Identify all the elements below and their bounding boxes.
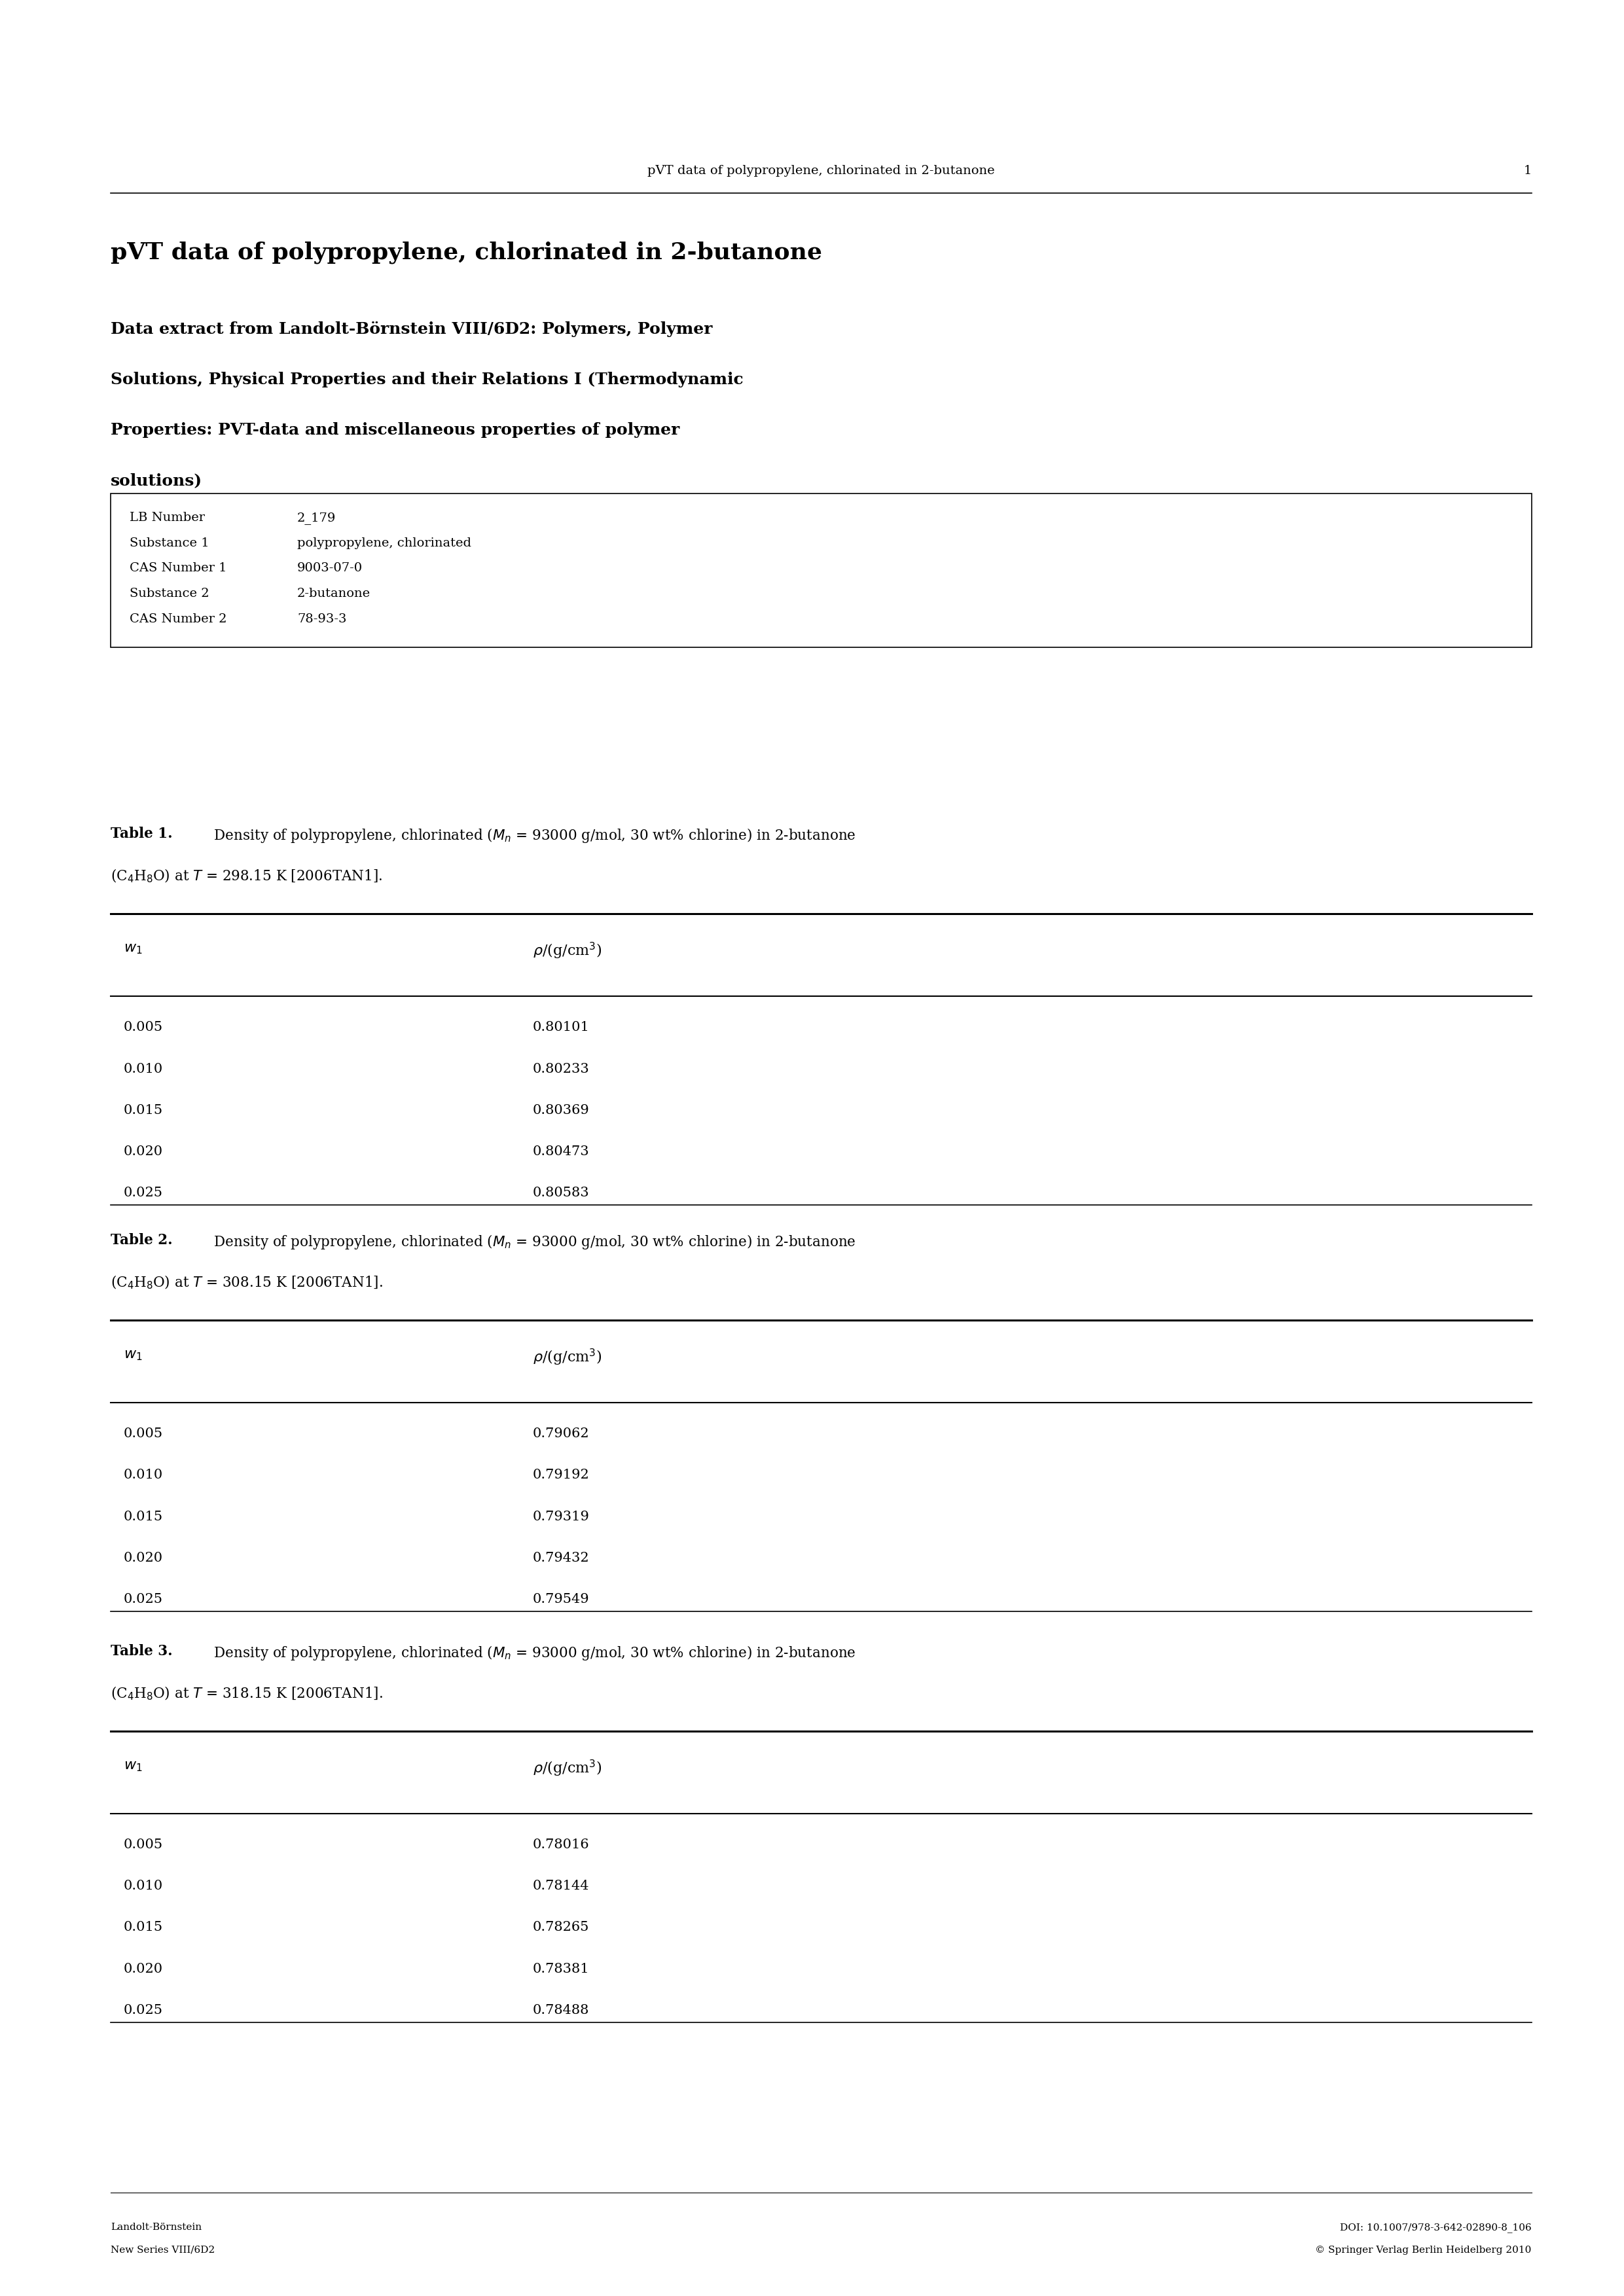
Text: CAS Number 2: CAS Number 2	[130, 613, 227, 625]
Text: Landolt-Börnstein: Landolt-Börnstein	[110, 2223, 201, 2232]
Text: 0.78265: 0.78265	[533, 1922, 590, 1933]
Text: $w_1$: $w_1$	[123, 1348, 143, 1362]
Text: (C$_4$H$_8$O) at $T$ = 308.15 K [2006TAN1].: (C$_4$H$_8$O) at $T$ = 308.15 K [2006TAN…	[110, 1274, 383, 1290]
Text: Properties: PVT-data and miscellaneous properties of polymer: Properties: PVT-data and miscellaneous p…	[110, 422, 679, 439]
Text: 0.78016: 0.78016	[533, 1839, 590, 1851]
Text: 0.79192: 0.79192	[533, 1469, 590, 1481]
Text: 0.025: 0.025	[123, 2004, 162, 2016]
Text: 0.80233: 0.80233	[533, 1063, 590, 1075]
Text: Substance 2: Substance 2	[130, 588, 209, 599]
Text: polypropylene, chlorinated: polypropylene, chlorinated	[297, 537, 471, 549]
Text: 0.010: 0.010	[123, 1469, 162, 1481]
Text: (C$_4$H$_8$O) at $T$ = 318.15 K [2006TAN1].: (C$_4$H$_8$O) at $T$ = 318.15 K [2006TAN…	[110, 1685, 383, 1701]
Text: 0.025: 0.025	[123, 1593, 162, 1605]
Bar	[110, 494, 1531, 647]
Text: 0.80473: 0.80473	[533, 1146, 590, 1157]
Text: Substance 1: Substance 1	[130, 537, 209, 549]
Text: 0.78488: 0.78488	[533, 2004, 590, 2016]
Text: $\rho$/(g/cm$^3$): $\rho$/(g/cm$^3$)	[533, 941, 601, 962]
Text: Solutions, Physical Properties and their Relations I (Thermodynamic: Solutions, Physical Properties and their…	[110, 372, 744, 388]
Text: Data extract from Landolt-Börnstein VIII/6D2: Polymers, Polymer: Data extract from Landolt-Börnstein VIII…	[110, 321, 713, 338]
Text: 0.015: 0.015	[123, 1104, 162, 1116]
Text: 0.005: 0.005	[123, 1839, 162, 1851]
Text: $\rho$/(g/cm$^3$): $\rho$/(g/cm$^3$)	[533, 1759, 601, 1779]
Text: 78-93-3: 78-93-3	[297, 613, 346, 625]
Text: Density of polypropylene, chlorinated ($M_n$ = 93000 g/mol, 30 wt% chlorine) in : Density of polypropylene, chlorinated ($…	[205, 827, 856, 845]
Text: 0.005: 0.005	[123, 1428, 162, 1440]
Text: 0.025: 0.025	[123, 1187, 162, 1199]
Text: New Series VIII/6D2: New Series VIII/6D2	[110, 2245, 214, 2255]
Text: © Springer Verlag Berlin Heidelberg 2010: © Springer Verlag Berlin Heidelberg 2010	[1315, 2245, 1531, 2255]
Text: $w_1$: $w_1$	[123, 941, 143, 955]
Text: Table 3.: Table 3.	[110, 1644, 172, 1658]
Text: 0.78381: 0.78381	[533, 1963, 590, 1975]
Text: Table 2.: Table 2.	[110, 1233, 172, 1247]
Text: pVT data of polypropylene, chlorinated in 2-butanone: pVT data of polypropylene, chlorinated i…	[648, 165, 994, 177]
Text: Table 1.: Table 1.	[110, 827, 172, 840]
Text: 0.79549: 0.79549	[533, 1593, 590, 1605]
Text: 0.79062: 0.79062	[533, 1428, 590, 1440]
Text: 1: 1	[1523, 165, 1531, 177]
Text: 0.020: 0.020	[123, 1963, 162, 1975]
Text: solutions): solutions)	[110, 473, 201, 489]
Text: 0.010: 0.010	[123, 1880, 162, 1892]
Text: $w_1$: $w_1$	[123, 1759, 143, 1773]
Text: 0.80369: 0.80369	[533, 1104, 590, 1116]
Text: 0.80583: 0.80583	[533, 1187, 590, 1199]
Text: 0.78144: 0.78144	[533, 1880, 590, 1892]
Text: 0.020: 0.020	[123, 1552, 162, 1564]
Text: Density of polypropylene, chlorinated ($M_n$ = 93000 g/mol, 30 wt% chlorine) in : Density of polypropylene, chlorinated ($…	[205, 1233, 856, 1251]
Text: DOI: 10.1007/978-3-642-02890-8_106: DOI: 10.1007/978-3-642-02890-8_106	[1340, 2223, 1531, 2232]
Text: 2_179: 2_179	[297, 512, 336, 523]
Text: 9003-07-0: 9003-07-0	[297, 563, 362, 574]
Text: 0.80101: 0.80101	[533, 1022, 590, 1033]
Text: 0.015: 0.015	[123, 1511, 162, 1522]
Text: 2-butanone: 2-butanone	[297, 588, 370, 599]
Text: 0.020: 0.020	[123, 1146, 162, 1157]
Text: 0.79319: 0.79319	[533, 1511, 590, 1522]
Text: CAS Number 1: CAS Number 1	[130, 563, 227, 574]
Text: 0.79432: 0.79432	[533, 1552, 590, 1564]
Text: (C$_4$H$_8$O) at $T$ = 298.15 K [2006TAN1].: (C$_4$H$_8$O) at $T$ = 298.15 K [2006TAN…	[110, 868, 382, 884]
Text: LB Number: LB Number	[130, 512, 205, 523]
Text: $\rho$/(g/cm$^3$): $\rho$/(g/cm$^3$)	[533, 1348, 601, 1368]
Text: pVT data of polypropylene, chlorinated in 2-butanone: pVT data of polypropylene, chlorinated i…	[110, 241, 822, 264]
Text: 0.015: 0.015	[123, 1922, 162, 1933]
Text: Density of polypropylene, chlorinated ($M_n$ = 93000 g/mol, 30 wt% chlorine) in : Density of polypropylene, chlorinated ($…	[205, 1644, 856, 1662]
Text: 0.005: 0.005	[123, 1022, 162, 1033]
Text: 0.010: 0.010	[123, 1063, 162, 1075]
